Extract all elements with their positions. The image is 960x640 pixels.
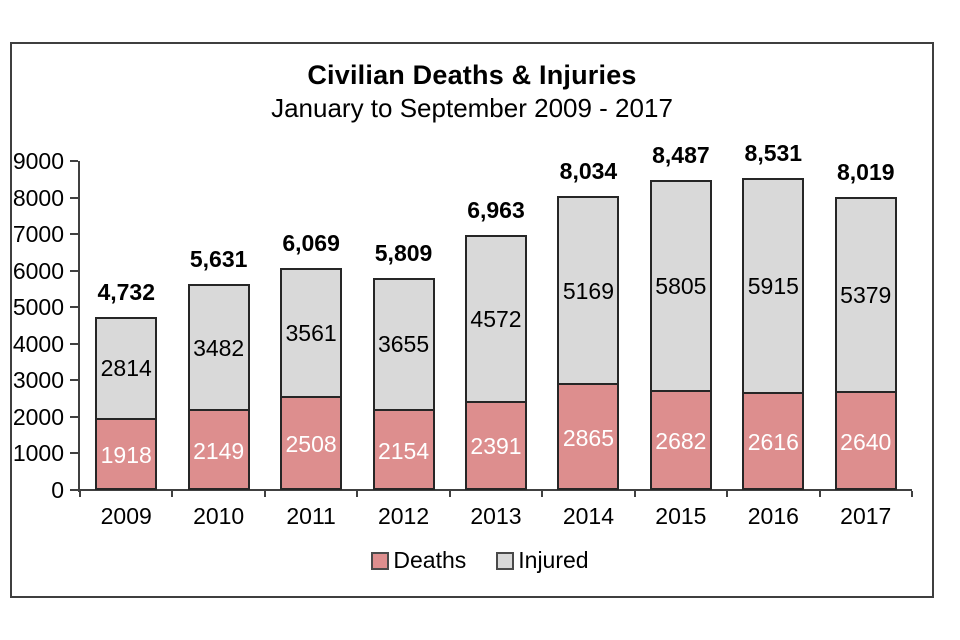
- bar-label-deaths: 2154: [377, 437, 430, 464]
- y-tick: [70, 306, 78, 309]
- bar-segment-deaths: [280, 398, 343, 490]
- bar-label-injured: 4572: [470, 306, 522, 333]
- bar-label-injured: 3561: [285, 320, 337, 347]
- bar-total-label: 5,809: [374, 239, 433, 266]
- bar-label-injured: 3482: [193, 334, 245, 361]
- y-tick-label: 4000: [12, 330, 64, 357]
- bar-segment-deaths: [557, 385, 620, 490]
- bar-segment-injured: [280, 268, 343, 399]
- y-tick: [70, 452, 78, 455]
- bar-segment-deaths: [742, 394, 805, 490]
- x-axis-label: 2012: [377, 503, 430, 529]
- x-axis-label: 2011: [286, 503, 336, 529]
- x-tick: [818, 491, 821, 497]
- bar-label-deaths: 2640: [840, 428, 892, 455]
- x-axis-label: 2013: [470, 503, 522, 529]
- y-tick: [70, 233, 78, 236]
- legend-swatch-deaths: [371, 551, 390, 570]
- bar-label-injured: 5915: [747, 273, 799, 300]
- x-tick: [541, 491, 544, 497]
- bar-label-injured: 3655: [377, 331, 430, 358]
- bar-segment-deaths: [834, 393, 897, 490]
- x-axis-label: 2014: [562, 503, 615, 529]
- bar-label-deaths: 2616: [747, 429, 799, 456]
- y-tick-label: 0: [51, 477, 64, 503]
- x-tick: [263, 491, 266, 497]
- bar-label-injured: 5805: [655, 272, 707, 299]
- y-axis-line: [78, 161, 80, 492]
- bar-label-deaths: 2865: [562, 424, 615, 451]
- bar-label-injured: 5379: [840, 282, 892, 309]
- bar-segment-injured: [372, 277, 435, 412]
- bar-label-deaths: 2149: [193, 437, 245, 464]
- y-tick: [70, 160, 78, 162]
- bar-segment-injured: [834, 196, 897, 394]
- x-axis-label: 2016: [747, 503, 799, 529]
- x-tick: [171, 491, 174, 497]
- legend: Deaths Injured: [0, 547, 960, 574]
- bar-label-injured: 2814: [100, 355, 152, 382]
- y-tick-label: 2000: [12, 403, 64, 430]
- y-tick-label: 6000: [12, 257, 64, 284]
- y-tick: [70, 489, 78, 491]
- legend-swatch-injured: [496, 551, 515, 570]
- legend-label: Injured: [518, 547, 589, 573]
- x-axis-label: 2009: [100, 503, 152, 529]
- bar-segment-deaths: [187, 411, 250, 490]
- bar-label-deaths: 1918: [100, 441, 152, 468]
- x-axis-label: 2010: [193, 503, 245, 529]
- chart-title: Civilian Deaths & Injuries: [307, 60, 637, 90]
- bar-total-label: 8,531: [744, 140, 803, 167]
- bar-segment-injured: [742, 178, 805, 395]
- bar-segment-injured: [557, 196, 620, 386]
- y-tick-label: 5000: [12, 294, 64, 321]
- bar-label-deaths: 2508: [285, 431, 337, 458]
- bar-total-label: 6,069: [282, 230, 340, 257]
- x-axis-label: 2017: [840, 503, 892, 529]
- y-tick-label: 3000: [12, 367, 64, 394]
- y-tick-label: 8000: [12, 184, 64, 211]
- x-axis-line: [78, 489, 912, 491]
- bar-total-label: 8,034: [559, 158, 618, 185]
- chart-subtitle: January to September 2009 - 2017: [271, 93, 673, 123]
- x-tick: [356, 491, 359, 497]
- bar-total-label: 6,963: [467, 197, 525, 224]
- bar-segment-injured: [187, 284, 250, 412]
- bar-segment-injured: [95, 317, 158, 420]
- y-tick: [70, 196, 78, 199]
- x-tick: [79, 491, 81, 497]
- bar-label-deaths: 2391: [470, 433, 522, 460]
- bar-segment-deaths: [465, 402, 527, 490]
- y-tick-label: 7000: [12, 221, 64, 248]
- y-tick: [70, 269, 78, 272]
- bar-segment-deaths: [95, 419, 158, 490]
- bar-segment-injured: [465, 235, 527, 403]
- bar-total-label: 8,019: [836, 158, 895, 185]
- legend-item-deaths: Deaths: [371, 547, 466, 574]
- x-tick: [726, 491, 729, 497]
- bar-segment-injured: [649, 179, 712, 392]
- x-tick: [633, 491, 636, 497]
- bar-total-label: 4,732: [97, 279, 155, 306]
- x-tick: [448, 491, 451, 497]
- bar-total-label: 5,631: [189, 246, 248, 273]
- bar-label-deaths: 2682: [655, 427, 707, 454]
- bar-segment-deaths: [372, 411, 435, 490]
- bar-label-injured: 5169: [562, 277, 615, 304]
- x-tick: [911, 491, 913, 497]
- legend-label: Deaths: [393, 547, 467, 573]
- y-tick: [70, 379, 78, 382]
- y-tick: [70, 415, 78, 418]
- bar-segment-deaths: [649, 391, 712, 490]
- y-tick: [70, 342, 78, 345]
- x-axis-label: 2015: [655, 503, 707, 529]
- legend-item-injured: Injured: [496, 547, 589, 574]
- y-tick-label: 1000: [12, 440, 64, 467]
- y-tick-label: 9000: [12, 148, 64, 174]
- bar-total-label: 8,487: [652, 141, 710, 168]
